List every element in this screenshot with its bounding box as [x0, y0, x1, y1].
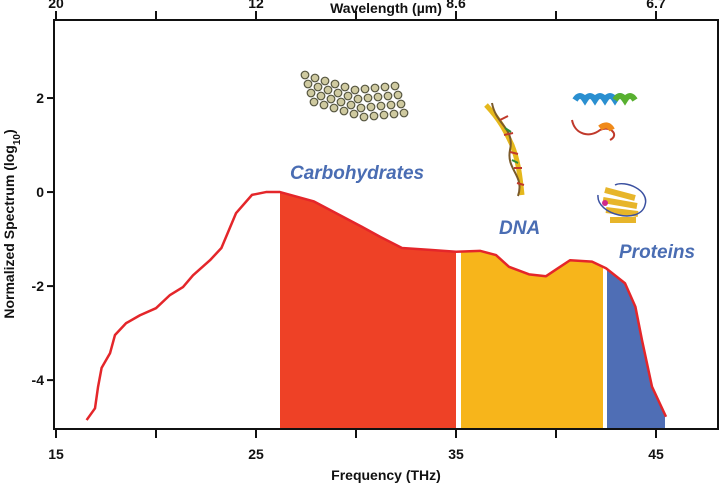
bead: [349, 109, 359, 119]
x-tick-label: 15: [48, 446, 64, 462]
x-axis-title: Frequency (THz): [331, 467, 441, 483]
top-tick-label: 6.7: [646, 0, 666, 11]
top-tick-label: 20: [48, 0, 64, 11]
bead: [379, 110, 389, 120]
bead: [323, 85, 333, 95]
bead: [353, 94, 363, 104]
regions: [280, 192, 665, 429]
bead: [330, 79, 340, 89]
bead: [389, 109, 399, 119]
plot-frame: [53, 19, 719, 430]
bead: [376, 101, 386, 111]
bead: [319, 100, 329, 110]
bead: [359, 112, 369, 122]
bead: [350, 85, 360, 95]
bead: [303, 79, 313, 89]
bead: [316, 91, 326, 101]
dna-molecule-image: [484, 102, 525, 197]
bead: [373, 92, 383, 102]
bead: [306, 88, 316, 98]
y-axis-title-sub: 10: [12, 134, 23, 146]
y-tick-label: 0: [36, 184, 44, 200]
top-tick-label: 8.6: [446, 0, 466, 11]
y-tick-label: -4: [32, 372, 45, 388]
region-label-proteins: Proteins: [619, 242, 695, 263]
bead: [399, 108, 409, 118]
top-tick-label: 12: [248, 0, 264, 11]
bead: [383, 91, 393, 101]
region-label-dna: DNA: [499, 218, 540, 239]
region-dna: [461, 250, 603, 429]
bead: [346, 100, 356, 110]
region-label-carbohydrates: Carbohydrates: [290, 163, 424, 184]
bead: [313, 82, 323, 92]
bead: [380, 82, 390, 92]
top-axis-title: Wavelength (µm): [330, 0, 442, 16]
bead: [320, 76, 330, 86]
x-tick-label: 35: [448, 446, 464, 462]
bead: [343, 91, 353, 101]
bead: [369, 111, 379, 121]
y-tick-label: -2: [32, 278, 45, 294]
bead: [329, 103, 339, 113]
bead: [366, 102, 376, 112]
carbohydrate-molecule-image: [300, 70, 409, 122]
bead: [333, 88, 343, 98]
bead: [326, 94, 336, 104]
protein-sheet-image: [597, 183, 647, 223]
y-tick-label: 2: [36, 90, 44, 106]
region-carbohydrates: [280, 192, 456, 429]
y-axis-title-main: Normalized Spectrum (log: [1, 145, 17, 318]
region-proteins: [607, 269, 665, 429]
x-tick-label: 25: [248, 446, 264, 462]
bead: [340, 82, 350, 92]
bead: [386, 100, 396, 110]
bead: [300, 70, 310, 80]
bead: [356, 103, 366, 113]
spectrum-curve: [85, 190, 668, 421]
bead: [310, 73, 320, 83]
bead: [390, 81, 400, 91]
y-axis-title-end: ): [1, 129, 17, 134]
x-tick-label: 45: [648, 446, 664, 462]
bead: [370, 83, 380, 93]
bead: [339, 106, 349, 116]
bead: [393, 90, 403, 100]
bead: [336, 97, 346, 107]
bead: [396, 99, 406, 109]
protein-helix-image: [571, 93, 638, 141]
y-axis-title: Normalized Spectrum (log10): [1, 129, 23, 318]
bead: [363, 93, 373, 103]
bead: [360, 84, 370, 94]
bead: [309, 97, 319, 107]
